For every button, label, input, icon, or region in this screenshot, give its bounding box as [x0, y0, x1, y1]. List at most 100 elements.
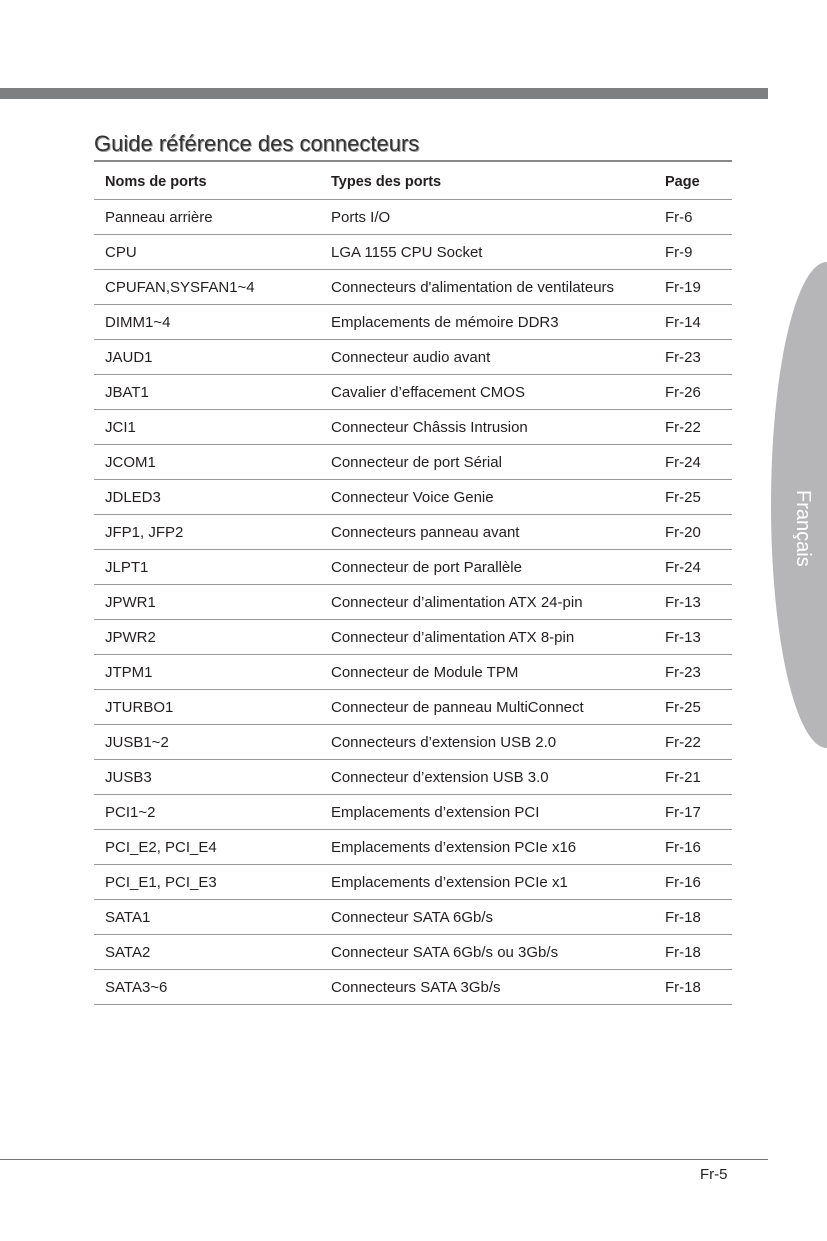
page-ref-cell: Fr-26 [654, 374, 732, 410]
page-ref-cell: Fr-16 [654, 829, 732, 865]
port-name-cell: Panneau arrière [94, 199, 320, 235]
connector-table: Noms de ports Types des ports Page Panne… [94, 165, 732, 1005]
table-row: JFP1, JFP2 Connecteurs panneau avant Fr-20 [94, 514, 732, 550]
page-ref-cell: Fr-9 [654, 234, 732, 270]
table-row: JCI1 Connecteur Châssis Intrusion Fr-22 [94, 409, 732, 445]
table-row: JUSB3 Connecteur d’extension USB 3.0 Fr-21 [94, 759, 732, 795]
title-divider [94, 160, 732, 162]
port-type-cell: Connecteur d’alimentation ATX 8-pin [320, 619, 654, 655]
port-type-cell: Emplacements d’extension PCI [320, 794, 654, 830]
page-ref-cell: Fr-13 [654, 584, 732, 620]
page-ref-cell: Fr-23 [654, 654, 732, 690]
port-name-cell: JTURBO1 [94, 689, 320, 725]
page-ref-cell: Fr-24 [654, 549, 732, 585]
table-row: JTURBO1 Connecteur de panneau MultiConnec… [94, 689, 732, 725]
port-name-cell: SATA1 [94, 899, 320, 935]
port-name-cell: JUSB1~2 [94, 724, 320, 760]
page-ref-cell: Fr-24 [654, 444, 732, 480]
port-type-cell: Connecteurs SATA 3Gb/s [320, 969, 654, 1005]
table-row: JLPT1 Connecteur de port Parallèle Fr-24 [94, 549, 732, 585]
port-name-cell: JPWR1 [94, 584, 320, 620]
page-ref-cell: Fr-20 [654, 514, 732, 550]
footer-divider [0, 1159, 768, 1160]
page-ref-cell: Fr-18 [654, 969, 732, 1005]
port-type-cell: Emplacements d’extension PCIe x16 [320, 829, 654, 865]
port-type-cell: Connecteur SATA 6Gb/s [320, 899, 654, 935]
port-name-cell: JFP1, JFP2 [94, 514, 320, 550]
page-ref-cell: Fr-16 [654, 864, 732, 900]
page-ref-cell: Fr-18 [654, 934, 732, 970]
page-ref-cell: Fr-25 [654, 689, 732, 725]
table-row: CPU LGA 1155 CPU Socket Fr-9 [94, 234, 732, 270]
port-name-cell: JBAT1 [94, 374, 320, 410]
table-row: SATA2 Connecteur SATA 6Gb/s ou 3Gb/s Fr-18 [94, 934, 732, 970]
port-name-cell: CPU [94, 234, 320, 270]
port-name-cell: JCI1 [94, 409, 320, 445]
header-port-types: Types des ports [320, 165, 654, 200]
page-ref-cell: Fr-14 [654, 304, 732, 340]
port-type-cell: Connecteurs panneau avant [320, 514, 654, 550]
page-ref-cell: Fr-22 [654, 409, 732, 445]
port-type-cell: Connecteur de Module TPM [320, 654, 654, 690]
port-type-cell: LGA 1155 CPU Socket [320, 234, 654, 270]
table-row: JCOM1 Connecteur de port Sérial Fr-24 [94, 444, 732, 480]
port-name-cell: JPWR2 [94, 619, 320, 655]
port-type-cell: Connecteur de port Sérial [320, 444, 654, 480]
table-row: SATA1 Connecteur SATA 6Gb/s Fr-18 [94, 899, 732, 935]
page-ref-cell: Fr-13 [654, 619, 732, 655]
port-type-cell: Connecteur de panneau MultiConnect [320, 689, 654, 725]
port-type-cell: Connecteur de port Parallèle [320, 549, 654, 585]
table-row: JUSB1~2 Connecteurs d’extension USB 2.0 Fr… [94, 724, 732, 760]
table-header-row: Noms de ports Types des ports Page [94, 165, 732, 200]
page-ref-cell: Fr-18 [654, 899, 732, 935]
port-name-cell: DIMM1~4 [94, 304, 320, 340]
table-row: SATA3~6 Connecteurs SATA 3Gb/s Fr-18 [94, 969, 732, 1005]
table-row: PCI1~2 Emplacements d’extension PCI Fr-17 [94, 794, 732, 830]
table-row: JPWR2 Connecteur d’alimentation ATX 8-pin… [94, 619, 732, 655]
header-port-names: Noms de ports [94, 165, 320, 200]
port-name-cell: SATA2 [94, 934, 320, 970]
port-name-cell: JAUD1 [94, 339, 320, 375]
port-type-cell: Connecteur audio avant [320, 339, 654, 375]
port-name-cell: JDLED3 [94, 479, 320, 515]
page-ref-cell: Fr-25 [654, 479, 732, 515]
table-row: JAUD1 Connecteur audio avant Fr-23 [94, 339, 732, 375]
port-name-cell: CPUFAN,SYSFAN1~4 [94, 269, 320, 305]
table-row: DIMM1~4 Emplacements de mémoire DDR3 Fr-14 [94, 304, 732, 340]
table-row: JDLED3 Connecteur Voice Genie Fr-25 [94, 479, 732, 515]
port-name-cell: JUSB3 [94, 759, 320, 795]
port-name-cell: JCOM1 [94, 444, 320, 480]
port-type-cell: Connecteur SATA 6Gb/s ou 3Gb/s [320, 934, 654, 970]
page-ref-cell: Fr-19 [654, 269, 732, 305]
page-ref-cell: Fr-6 [654, 199, 732, 235]
header-bar [0, 88, 768, 99]
header-page: Page [654, 165, 732, 200]
port-type-cell: Connecteur Voice Genie [320, 479, 654, 515]
port-type-cell: Ports I/O [320, 199, 654, 235]
port-type-cell: Connecteurs d'alimentation de ventilateu… [320, 269, 654, 305]
page-ref-cell: Fr-17 [654, 794, 732, 830]
page-number: Fr-5 [700, 1166, 728, 1183]
port-type-cell: Emplacements de mémoire DDR3 [320, 304, 654, 340]
page-ref-cell: Fr-21 [654, 759, 732, 795]
table-row: JBAT1 Cavalier d’effacement CMOS Fr-26 [94, 374, 732, 410]
port-type-cell: Cavalier d’effacement CMOS [320, 374, 654, 410]
port-name-cell: PCI1~2 [94, 794, 320, 830]
port-name-cell: JTPM1 [94, 654, 320, 690]
page-title: Guide référence des connecteurs [94, 131, 420, 156]
table-row: JPWR1 Connecteur d’alimentation ATX 24-pi… [94, 584, 732, 620]
port-name-cell: JLPT1 [94, 549, 320, 585]
port-type-cell: Connecteur d’extension USB 3.0 [320, 759, 654, 795]
table-row: CPUFAN,SYSFAN1~4 Connecteurs d'alimentati… [94, 269, 732, 305]
table-row: JTPM1 Connecteur de Module TPM Fr-23 [94, 654, 732, 690]
table-row: Panneau arrière Ports I/O Fr-6 [94, 199, 732, 235]
port-type-cell: Connecteurs d’extension USB 2.0 [320, 724, 654, 760]
table-row: PCI_E2, PCI_E4 Emplacements d’extension P… [94, 829, 732, 865]
page-ref-cell: Fr-23 [654, 339, 732, 375]
port-type-cell: Connecteur d’alimentation ATX 24-pin [320, 584, 654, 620]
page-ref-cell: Fr-22 [654, 724, 732, 760]
port-name-cell: PCI_E1, PCI_E3 [94, 864, 320, 900]
language-tab-label: Français [792, 490, 814, 567]
port-type-cell: Connecteur Châssis Intrusion [320, 409, 654, 445]
port-name-cell: PCI_E2, PCI_E4 [94, 829, 320, 865]
